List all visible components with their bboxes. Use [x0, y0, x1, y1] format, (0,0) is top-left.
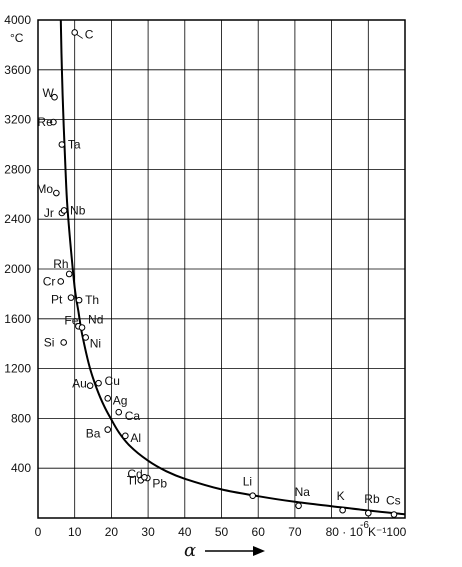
data-point-label: Tl: [127, 473, 137, 487]
data-point-label: Jr: [44, 206, 54, 220]
data-point-ba: [104, 426, 112, 433]
data-point-c: [71, 29, 78, 36]
x-tick-label: 60: [252, 525, 266, 539]
data-point-label: Th: [85, 293, 99, 307]
data-point-na: [295, 502, 302, 510]
data-point-label: Cu: [105, 374, 120, 388]
data-point-mo: [53, 189, 60, 197]
data-point-label: Na: [295, 485, 311, 499]
data-point-label: Ta: [68, 138, 81, 152]
x-axis-label: α: [184, 540, 196, 561]
y-tick-label: 3200: [4, 113, 31, 127]
data-point-ca: [115, 408, 123, 416]
data-point-label: Fe: [64, 313, 78, 327]
x-tick-label: 20: [105, 525, 119, 539]
data-point-cr: [57, 278, 65, 285]
y-tick-label: 3600: [4, 63, 31, 77]
data-point-li: [249, 492, 256, 500]
data-point-label: C: [85, 27, 94, 41]
data-point-al: [122, 432, 129, 440]
y-tick-label: 1200: [4, 362, 31, 376]
y-axis-unit: °C: [10, 31, 24, 45]
data-point-label: Cr: [43, 274, 56, 288]
y-tick-label: 4000: [4, 13, 31, 27]
y-tick-label: 800: [11, 411, 31, 425]
data-point-pt: [67, 294, 75, 301]
y-tick-label: 400: [11, 461, 31, 475]
data-point-label: Li: [243, 475, 252, 489]
x-tick-label: 30: [141, 525, 155, 539]
data-point-label: Ni: [90, 336, 101, 350]
data-point-rh: [65, 270, 73, 278]
data-point-label: Mo: [36, 182, 53, 196]
data-point-au: [86, 382, 94, 389]
data-point-label: Nb: [70, 203, 86, 217]
data-point-ag: [104, 395, 112, 402]
x-tick-label: 70: [288, 525, 302, 539]
x-axis-arrow-head: [253, 546, 265, 556]
data-point-label: Re: [37, 115, 53, 129]
data-point-label: Nd: [88, 313, 103, 327]
data-point-label: Al: [130, 431, 141, 445]
data-point-pb: [141, 473, 148, 481]
data-point-label: Au: [72, 377, 87, 391]
label-leader: [76, 34, 83, 39]
data-point-label: Pb: [152, 476, 167, 490]
data-point-label: Ba: [86, 427, 101, 441]
x-tick-label: 40: [178, 525, 192, 539]
data-point-rb: [365, 509, 372, 517]
data-point-label: Cd: [127, 467, 142, 481]
x-tick-label: 10: [68, 525, 82, 539]
data-point-cs: [390, 511, 398, 518]
data-point-label: Ca: [125, 409, 141, 423]
x-axis-ticks: 0 10 20 30 40 50 60 70 80 · 10: [35, 525, 364, 539]
grid-lines: [38, 20, 405, 518]
trend-curve: [59, 19, 406, 516]
x-axis-end-label: K⁻¹100: [368, 525, 407, 539]
data-point-label: Ag: [113, 393, 128, 407]
data-point-label: Si: [44, 335, 55, 349]
x-tick-label: 50: [215, 525, 229, 539]
y-tick-label: 2400: [4, 212, 31, 226]
data-point-label: Rb: [364, 492, 380, 506]
data-point-label: Rh: [53, 257, 68, 271]
x-tick-label: 80 · 10: [326, 525, 364, 539]
data-point-cu: [95, 379, 102, 387]
data-point-k: [339, 506, 346, 514]
data-point-label: W: [43, 86, 55, 100]
data-point-th: [75, 296, 83, 304]
y-axis-ticks: 400 800 1200 1600 2000 2400 2800 3200 3600 4000: [4, 13, 31, 475]
data-point-re: [50, 118, 57, 126]
data-point-nd: [78, 324, 86, 331]
data-point-nb: [60, 207, 68, 214]
data-point-label: K: [337, 489, 345, 503]
data-point-label: Pt: [51, 293, 63, 307]
x-tick-label: 0: [35, 525, 42, 539]
plot-frame: [37, 19, 406, 519]
y-tick-label: 2000: [4, 262, 31, 276]
data-point-si: [60, 339, 67, 346]
y-tick-label: 1600: [4, 312, 31, 326]
data-point-ni: [82, 334, 90, 341]
data-point-w: [51, 93, 58, 101]
data-point-label: Cs: [386, 494, 401, 508]
x-axis-exponent: -6: [360, 520, 369, 531]
y-tick-label: 2800: [4, 162, 31, 176]
data-point-ta: [58, 141, 66, 148]
